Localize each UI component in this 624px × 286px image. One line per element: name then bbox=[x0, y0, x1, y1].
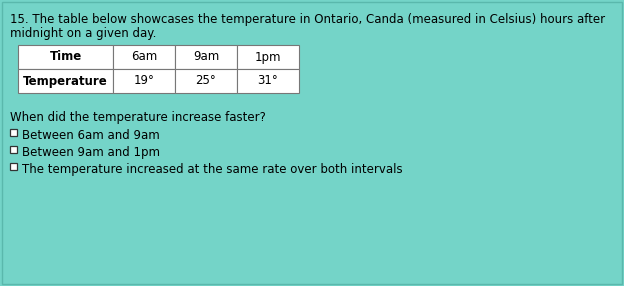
Text: midnight on a given day.: midnight on a given day. bbox=[10, 27, 157, 40]
Text: Between 6am and 9am: Between 6am and 9am bbox=[22, 129, 160, 142]
Text: 25°: 25° bbox=[196, 74, 217, 88]
Bar bbox=[237, 45, 299, 69]
Text: 9am: 9am bbox=[193, 51, 219, 63]
Text: Temperature: Temperature bbox=[23, 74, 108, 88]
Bar bbox=[18, 45, 113, 69]
Bar bbox=[237, 69, 299, 93]
Text: 31°: 31° bbox=[258, 74, 278, 88]
Bar bbox=[10, 163, 17, 170]
Text: Time: Time bbox=[49, 51, 82, 63]
Bar bbox=[113, 69, 175, 93]
Text: 15. The table below showcases the temperature in Ontario, Canda (measured in Cel: 15. The table below showcases the temper… bbox=[10, 13, 605, 26]
Bar bbox=[113, 45, 175, 69]
Text: The temperature increased at the same rate over both intervals: The temperature increased at the same ra… bbox=[22, 163, 402, 176]
Text: Between 9am and 1pm: Between 9am and 1pm bbox=[22, 146, 160, 159]
Bar bbox=[18, 69, 113, 93]
Bar bbox=[175, 45, 237, 69]
Text: 6am: 6am bbox=[131, 51, 157, 63]
Text: When did the temperature increase faster?: When did the temperature increase faster… bbox=[10, 111, 266, 124]
Bar bbox=[10, 146, 17, 153]
Text: 1pm: 1pm bbox=[255, 51, 281, 63]
Bar bbox=[175, 69, 237, 93]
Text: 19°: 19° bbox=[134, 74, 154, 88]
Bar bbox=[10, 129, 17, 136]
